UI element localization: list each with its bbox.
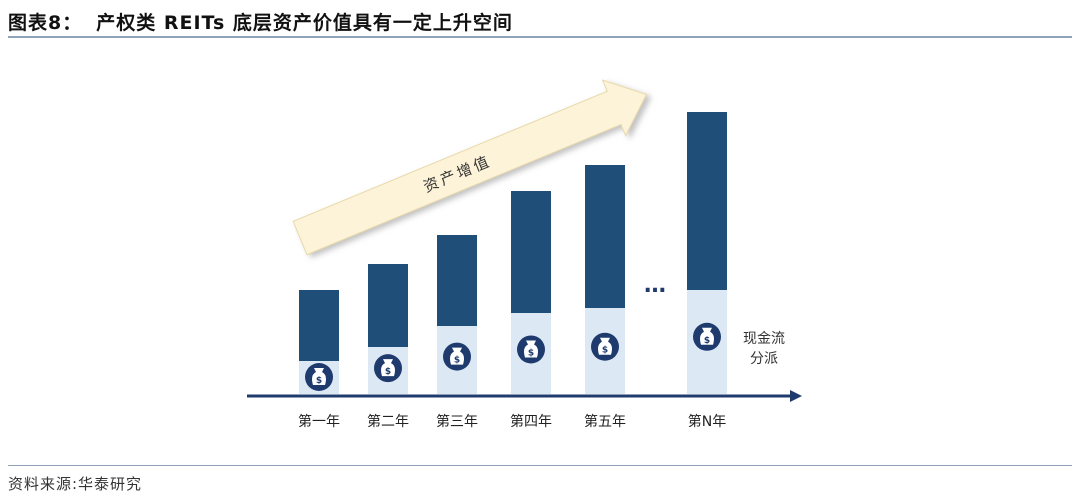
year-label: 第四年: [510, 413, 552, 430]
asset-value-bar: [511, 191, 551, 313]
asset-value-bar: [585, 165, 625, 308]
money-bag-shape: [312, 368, 326, 385]
axis-arrowhead: [790, 390, 802, 402]
year-label: 第三年: [436, 413, 478, 430]
source-note: 资料来源:华泰研究: [8, 475, 143, 493]
asset-value-bar: [299, 290, 339, 361]
source-divider: [8, 465, 1072, 466]
money-bag-shape: [381, 359, 395, 377]
figure-title-text: 产权类 REITs 底层资产价值具有一定上升空间: [96, 12, 513, 34]
dollar-sign: $: [385, 367, 391, 377]
ellipsis: …: [644, 273, 666, 298]
year-label: 第五年: [584, 413, 626, 430]
year-label: 第N年: [688, 413, 726, 430]
dollar-sign: $: [602, 346, 608, 356]
side-label-line2: 分派: [750, 351, 778, 367]
figure-title: 图表8： 产权类 REITs 底层资产价值具有一定上升空间: [8, 8, 513, 35]
money-bag-shape: [450, 347, 464, 365]
year-label: 第一年: [298, 413, 340, 430]
dollar-sign: $: [316, 376, 322, 386]
asset-value-bar: [687, 112, 727, 290]
title-divider: [8, 36, 1072, 38]
asset-value-bar: [437, 235, 477, 326]
dollar-sign: $: [528, 348, 534, 358]
asset-value-bar: [368, 264, 408, 347]
figure-label: 图表8：: [8, 12, 83, 34]
year-label: 第二年: [367, 413, 409, 430]
dollar-sign: $: [454, 356, 460, 366]
side-label-line1: 现金流: [743, 331, 785, 347]
dollar-sign: $: [704, 336, 710, 346]
money-bag-shape: [598, 337, 612, 355]
money-bag-shape: [700, 327, 714, 345]
money-bag-shape: [524, 340, 538, 358]
